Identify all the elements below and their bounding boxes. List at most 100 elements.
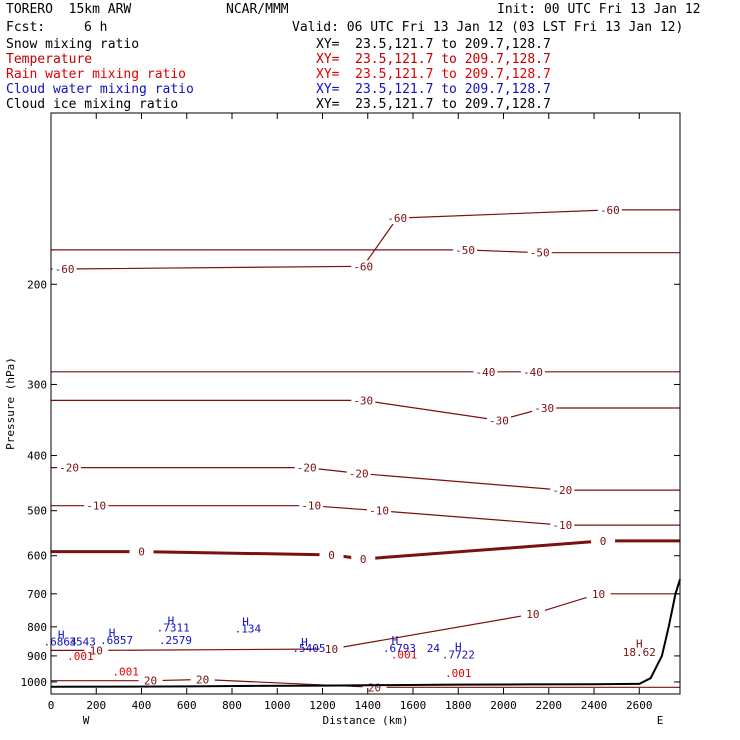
cloud-water-max-label: 24	[427, 642, 441, 655]
y-tick-label: 900	[27, 650, 47, 663]
temperature-contour-line	[51, 593, 680, 651]
contour-label-background	[319, 548, 344, 561]
contour-label-background	[527, 246, 552, 259]
cloud-water-max-label: .7722	[442, 649, 475, 662]
temperature-contour-label: 20	[196, 673, 209, 686]
y-tick-label: 200	[27, 278, 47, 291]
y-tick-label: 700	[27, 588, 47, 601]
temperature-contour-label: -20	[349, 467, 369, 480]
y-tick-label: 800	[27, 621, 47, 634]
temperature-contour-label: -10	[301, 500, 321, 513]
center-name: NCAR/MMM	[226, 2, 289, 17]
temperature-contour-label: -50	[455, 244, 475, 257]
contour-label-background	[520, 365, 545, 378]
x-tick-label: 2600	[626, 699, 653, 712]
max-marker: H	[455, 640, 462, 653]
contour-label-background	[129, 545, 154, 558]
contour-label-background	[385, 212, 410, 225]
legend-rain: Rain water mixing ratio	[6, 67, 187, 82]
rain-water-label: .001	[112, 666, 139, 679]
x-tick-label: 1200	[309, 699, 336, 712]
legend-cloud-water-xy: XY= 23.5,121.7 to 209.7,128.7	[316, 82, 551, 97]
x-tick-label: 600	[177, 699, 197, 712]
temperature-contour-label: 0	[328, 549, 335, 562]
forecast-label: Fcst:	[6, 20, 46, 35]
contour-label-background	[346, 467, 371, 480]
rain-water-label: .001	[67, 650, 94, 663]
rain-water-label: .001	[391, 649, 418, 662]
contour-label-background	[190, 673, 215, 686]
max-marker: H	[58, 628, 65, 641]
x-tick-label: 1400	[355, 699, 382, 712]
temperature-contour-line	[51, 539, 680, 561]
max-marker: H	[109, 626, 116, 639]
x-tick-label: 400	[132, 699, 152, 712]
x-tick-label: 1800	[445, 699, 472, 712]
contour-label-background	[532, 402, 557, 415]
x-tick-label: 1600	[400, 699, 427, 712]
cloud-water-max-label: .6864	[43, 635, 76, 648]
temperature-contour-label: -50	[530, 247, 550, 260]
y-tick-label: 600	[27, 550, 47, 563]
contour-label-background	[319, 642, 344, 655]
temperature-contour-label: 20	[144, 675, 157, 688]
temperature-contour-line	[51, 249, 680, 254]
legend-temperature: Temperature	[6, 52, 93, 67]
temperature-contour-label: 10	[90, 644, 103, 657]
temperature-contour-label: -30	[489, 414, 509, 427]
temperature-contour-label: -60	[387, 212, 407, 225]
cloud-water-max-label: .5405	[292, 642, 325, 655]
init-time: Init: 00 UTC Fri 13 Jan 12	[497, 2, 701, 17]
y-tick-label: 300	[27, 378, 47, 391]
legend-snow-xy: XY= 23.5,121.7 to 209.7,128.7	[316, 37, 551, 52]
y-tick-label: 400	[27, 450, 47, 463]
valid-time: Valid: 06 UTC Fri 13 Jan 12 (03 LST Fri …	[292, 20, 684, 35]
max-marker: H	[392, 634, 399, 647]
model-name: TORERO 15km ARW	[6, 2, 132, 17]
cloud-water-max-label: .2579	[159, 634, 192, 647]
temperature-contour-line	[51, 505, 680, 526]
temperature-contour-label: -10	[86, 500, 106, 513]
legend-cloud-ice-xy: XY= 23.5,121.7 to 209.7,128.7	[316, 97, 551, 112]
contour-label-background	[586, 587, 611, 600]
x-tick-label: 0	[48, 699, 55, 712]
legend-rain-xy: XY= 23.5,121.7 to 209.7,128.7	[316, 67, 551, 82]
cloud-water-max-label: 3543	[69, 635, 96, 648]
x-tick-label: 2200	[536, 699, 563, 712]
max-marker: H	[242, 615, 249, 628]
contour-label-background	[52, 262, 77, 275]
temperature-contour-label: -20	[552, 484, 572, 497]
cloud-water-max-label: .134	[235, 622, 262, 635]
temperature-contour-label: -60	[600, 204, 620, 217]
terrain-line	[50, 579, 681, 688]
cloud-water-max-label: .7311	[157, 622, 190, 635]
temperature-contour-label: -20	[297, 462, 317, 475]
west-label: W	[83, 714, 90, 727]
legend-cloud-water: Cloud water mixing ratio	[6, 82, 194, 97]
contour-label-background	[591, 534, 616, 547]
x-tick-label: 800	[222, 699, 242, 712]
contour-label-background	[520, 608, 545, 621]
contour-label-background	[453, 243, 478, 256]
temperature-contour-label: -40	[523, 366, 543, 379]
x-tick-label: 1000	[264, 699, 291, 712]
temperature-contour-label: -60	[55, 263, 75, 276]
temperature-contour-label: -30	[353, 394, 373, 407]
contour-label-background	[299, 499, 324, 512]
contour-label-background	[473, 365, 498, 378]
contour-label-background	[351, 552, 376, 565]
legend-snow: Snow mixing ratio	[6, 37, 140, 52]
contour-label-background	[138, 674, 163, 687]
contour-label-background	[84, 644, 109, 657]
temperature-contour-label: 20	[368, 681, 381, 694]
y-axis-label: Pressure (hPa)	[4, 357, 17, 450]
temperature-contour-label: -60	[353, 260, 373, 273]
contour-label-background	[294, 461, 319, 474]
max-marker: H	[301, 636, 308, 649]
forecast-hour: 6 h	[84, 20, 108, 35]
contour-label-background	[367, 504, 392, 517]
temperature-contour-label: 0	[138, 546, 145, 559]
cloud-water-max-label: .6857	[100, 634, 133, 647]
contour-label-background	[57, 461, 82, 474]
